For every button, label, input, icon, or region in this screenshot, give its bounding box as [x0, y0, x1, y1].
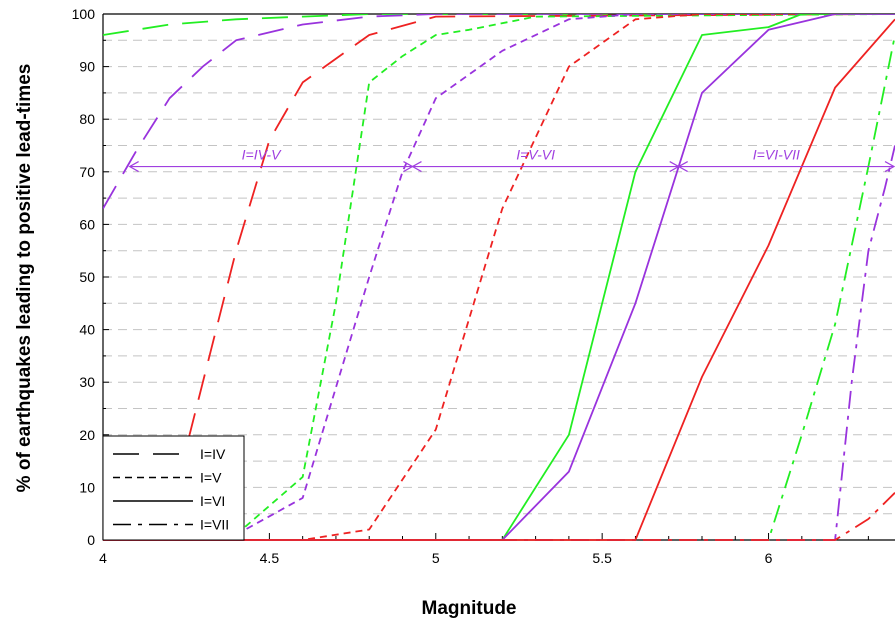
y-tick-label: 100: [72, 6, 96, 22]
series-line-i-v-purple: [235, 14, 895, 536]
y-tick-label: 10: [79, 479, 95, 495]
intensity-band-annotations: I=IV-V I=V-VI I=VI-VII: [128, 147, 895, 173]
y-axis-title: % of earthquakes leading to positive lea…: [14, 64, 35, 493]
series-line-i-iv-green: [103, 14, 895, 36]
series-line-i-vii-red: [103, 492, 895, 541]
series-line-i-v-green: [235, 14, 895, 536]
y-tick-label: 50: [79, 269, 95, 285]
x-tick-label: 5.5: [592, 550, 612, 566]
x-tick-label: 5: [432, 550, 440, 566]
band-arrow-head-left: [128, 161, 139, 173]
y-tick-label: 30: [79, 374, 95, 390]
y-tick-label: 0: [87, 532, 95, 548]
legend-label: I=VI: [200, 493, 225, 509]
x-tick-label: 4: [99, 550, 107, 566]
legend: I=IV I=V I=VI I=VII: [102, 435, 245, 541]
band-label: I=VI-VII: [753, 147, 800, 163]
band-arrow-head-left: [411, 161, 422, 173]
series-line-i-vi-purple: [103, 14, 895, 541]
x-axis-title: Magnitude: [422, 598, 517, 619]
series-line-i-vii-purple: [103, 145, 895, 541]
band-arrow-head-left: [677, 161, 688, 173]
legend-label: I=VII: [200, 517, 229, 533]
band-arrow-head-right: [884, 161, 895, 173]
x-tick-label: 4.5: [260, 550, 280, 566]
y-tick-label: 20: [79, 427, 95, 443]
legend-label: I=IV: [200, 446, 226, 462]
legend-label: I=V: [200, 470, 222, 486]
series-line-i-vi-green: [103, 14, 895, 541]
band-label: I=IV-V: [242, 147, 282, 163]
grid-lines: [103, 39, 895, 515]
y-tick-label: 90: [79, 59, 95, 75]
y-tick-label: 70: [79, 164, 95, 180]
series-line-i-v-red: [236, 14, 895, 541]
y-tick-label: 40: [79, 322, 95, 338]
series-line-i-iv-purple: [103, 14, 895, 210]
y-tick-label: 80: [79, 111, 95, 127]
x-tick-label: 6: [765, 550, 773, 566]
band-label: I=V-VI: [516, 147, 555, 163]
y-tick-label: 60: [79, 216, 95, 232]
